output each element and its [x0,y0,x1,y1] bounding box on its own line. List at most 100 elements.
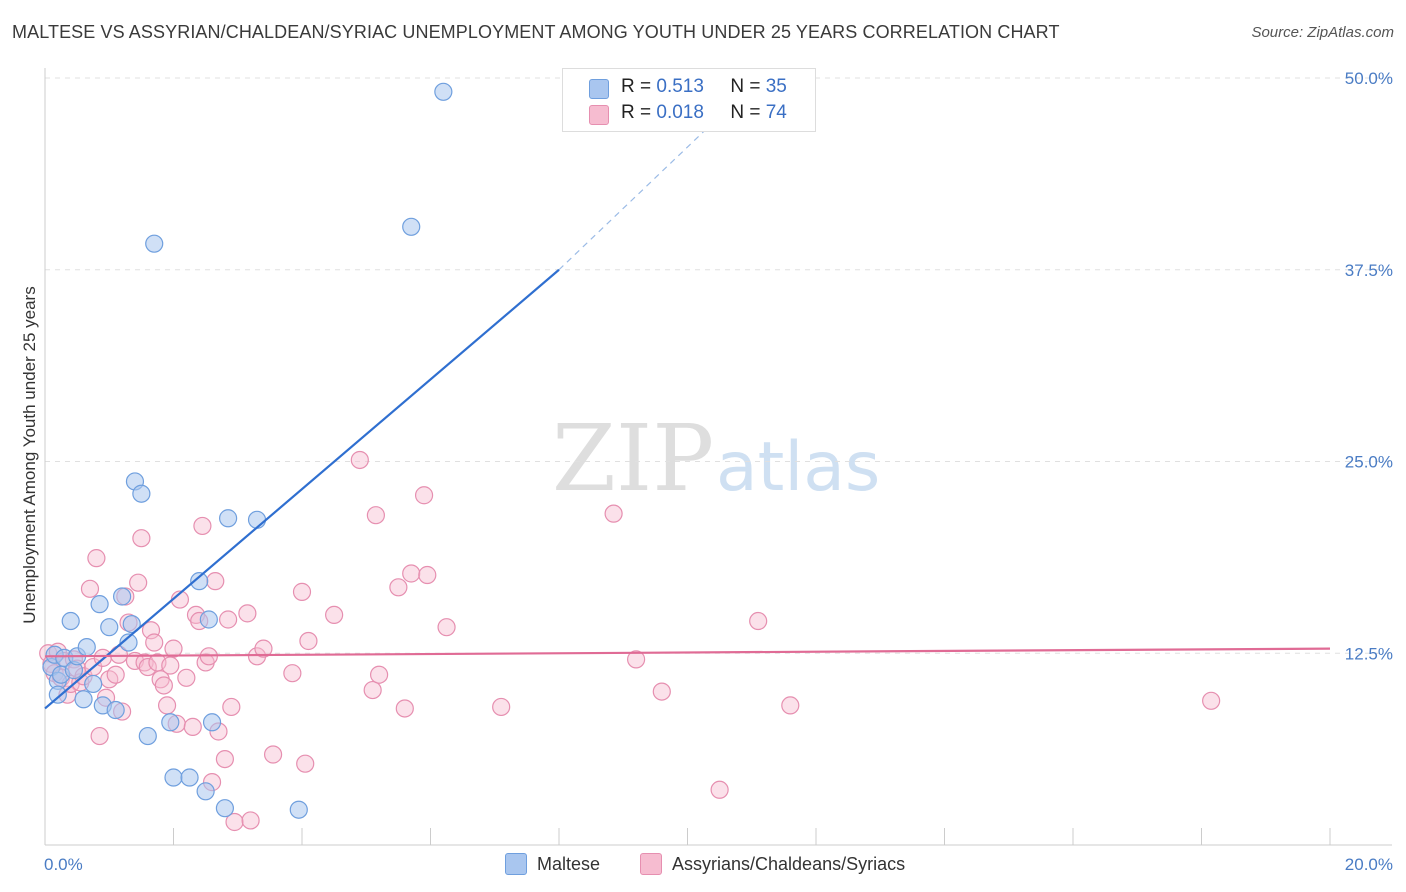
maltese-point [132,484,151,503]
x-tick-label: 20.0% [1345,855,1393,874]
assyrian-point [292,582,312,601]
maltese-point [106,700,125,720]
assyrian-legend-label: Assyrians/Chaldeans/Syriacs [672,854,906,874]
assyrian-point [219,610,238,629]
watermark-zip: ZIP [552,405,714,512]
maltese-point [84,674,103,694]
assyrian-point [138,657,157,677]
assyrian-point [164,639,183,658]
maltese-stats-row: R = 0.513 N = 35 [621,76,787,98]
assyrian-point [241,811,260,830]
assyrian-point [263,745,283,764]
maltese-trend-line [44,268,560,710]
assyrian-point [193,516,212,536]
assyrian-point [492,697,511,717]
assyrian-swatch [589,105,609,125]
assyrian-point [215,749,234,769]
maltese-point [219,509,238,528]
maltese-r-value: 0.513 [656,76,704,97]
assyrian-point [90,726,109,746]
assyrian-point [363,680,382,700]
r-label: R = [621,102,652,123]
assyrian-point [370,665,389,684]
correlation-legend: R = 0.513 N = 35 R = 0.018 N = 74 [562,68,816,132]
assyrian-stats-row: R = 0.018 N = 74 [621,102,787,124]
n-label: N = [730,76,761,97]
y-tick-labels: 12.5% 25.0% 37.5% 50.0% [1345,69,1393,663]
assyrian-point [222,697,241,717]
maltese-points [42,82,453,819]
assyrian-point [402,564,421,583]
axes [44,68,1392,846]
assyrian-point [206,572,225,591]
assyrian-point [157,696,177,715]
assyrian-point [366,506,385,525]
gridlines [45,77,1392,654]
assyrian-point [325,605,344,625]
assyrian-point [129,573,148,592]
assyrian-point [177,668,196,687]
assyrian-point [626,650,646,669]
assyrian-point [296,754,315,773]
maltese-point [61,611,80,631]
y-tick-label: 12.5% [1345,644,1393,663]
chart-title: MALTESE VS ASSYRIAN/CHALDEAN/SYRIAC UNEM… [12,22,1060,42]
maltese-point [215,799,234,818]
x-tick-label: 0.0% [44,855,83,874]
assyrian-point [132,529,151,548]
maltese-point [289,800,308,819]
assyrian-point [437,618,456,637]
y-tick-label: 37.5% [1345,261,1393,280]
maltese-point [119,633,138,652]
assyrian-point [225,812,244,832]
assyrian-point [183,717,202,736]
maltese-point [202,713,222,732]
trend-lines [44,85,1331,710]
maltese-point [145,234,164,253]
assyrian-point [604,504,623,523]
assyrian-point [87,549,106,568]
assyrian-point [254,639,273,658]
assyrian-point [154,676,173,695]
assyrian-point [781,696,800,715]
assyrian-point [1202,691,1221,710]
maltese-legend-label: Maltese [537,854,601,874]
maltese-point [180,768,199,787]
maltese-point [247,510,267,529]
n-label: N = [730,102,761,123]
maltese-point [161,713,180,732]
maltese-point [196,782,215,801]
assyrian-point [389,578,408,597]
maltese-legend-swatch [505,853,527,875]
x-tick-labels: 0.0% 20.0% [44,855,1393,874]
source-credit: Source: ZipAtlas.com [1251,24,1394,41]
assyrian-point [350,450,369,470]
y-tick-label: 50.0% [1345,69,1393,88]
maltese-point [77,638,96,657]
assyrian-legend-swatch [640,853,662,875]
y-tick-label: 25.0% [1345,453,1393,472]
series-legend: Maltese Assyrians/Chaldeans/Syriacs [0,852,1406,878]
assyrian-trend-line [44,647,1331,658]
assyrian-point [161,656,180,675]
assyrian-point [238,604,257,623]
r-label: R = [621,76,652,97]
watermark-atlas: atlas [716,428,880,507]
assyrian-n-value: 74 [765,102,787,123]
assyrian-point [80,579,100,598]
maltese-point [74,690,93,709]
maltese-point [434,82,453,101]
assyrian-point [749,611,768,631]
assyrian-point [710,780,729,799]
assyrian-point [652,682,671,701]
assyrian-point [145,633,164,652]
assyrian-point [418,565,437,585]
maltese-point [190,572,209,591]
maltese-point [164,768,183,787]
watermark: ZIP atlas [552,405,880,512]
assyrian-r-value: 0.018 [656,102,704,123]
assyrian-point [414,486,434,505]
maltese-point [90,595,109,614]
maltese-point [199,610,218,629]
